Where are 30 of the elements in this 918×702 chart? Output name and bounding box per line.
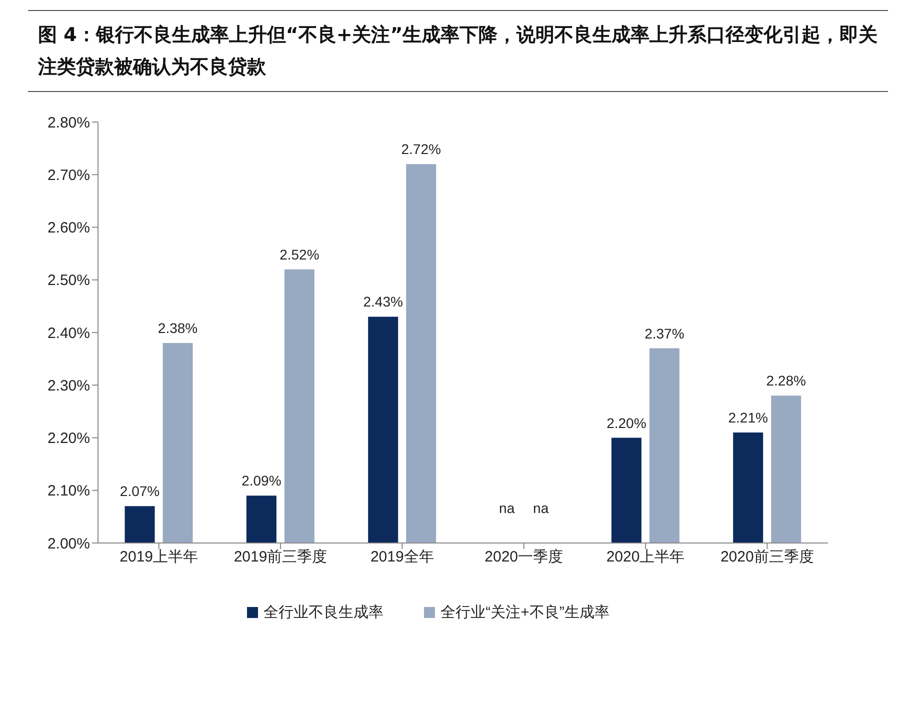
y-tick-label: 2.70% <box>47 166 90 184</box>
y-tick-label: 2.30% <box>47 377 90 394</box>
x-tick-label: 2020前三季度 <box>720 548 814 566</box>
legend-label: 全行业“关注+不良”生成率 <box>440 603 610 622</box>
legend-label: 全行业不良生成率 <box>262 603 384 622</box>
data-label: 2.20% <box>606 414 646 431</box>
y-tick-label: 2.00% <box>47 535 90 552</box>
x-tick-label: 2019上半年 <box>120 548 198 566</box>
y-tick-label: 2.50% <box>47 272 90 290</box>
data-label: 2.21% <box>728 409 768 426</box>
y-tick-label: 2.40% <box>47 324 90 342</box>
data-label: 2.72% <box>401 141 441 158</box>
data-label: 2.38% <box>158 320 198 336</box>
data-label: 2.07% <box>120 483 160 500</box>
data-label: 2.09% <box>242 472 282 489</box>
text: na <box>499 500 515 516</box>
chart-title: 图 4：银行不良生成率上升但“不良+关注”生成率下降，说明不良生成率上升系口径变化引起，即关注类贷款被确认为不良贷款 <box>28 10 888 92</box>
y-tick-label: 2.20% <box>47 430 90 448</box>
x-tick-label: 2020上半年 <box>606 548 685 566</box>
x-tick-label: 2020一季度 <box>484 548 564 566</box>
x-tick-label: 2019全年 <box>370 548 434 566</box>
data-label: 2.52% <box>280 246 320 262</box>
data-label: 2.43% <box>363 294 403 310</box>
y-tick-label: 2.60% <box>47 220 90 237</box>
y-tick-label: 2.80% <box>47 114 90 132</box>
y-tick-label: 2.10% <box>47 482 90 500</box>
text: na <box>533 500 549 516</box>
data-label: 2.28% <box>766 372 806 389</box>
x-tick-label: 2019前三季度 <box>234 548 328 566</box>
data-label: 2.37% <box>644 325 684 342</box>
